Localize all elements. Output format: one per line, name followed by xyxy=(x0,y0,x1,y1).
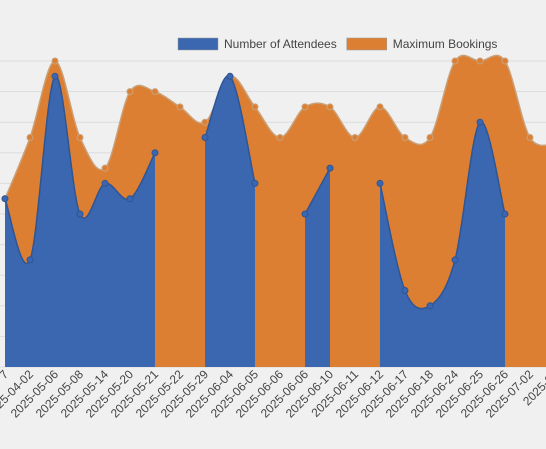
area-fill xyxy=(205,75,255,367)
legend-label: Maximum Bookings xyxy=(393,37,498,51)
point xyxy=(251,179,259,187)
point xyxy=(501,210,509,218)
point xyxy=(501,57,509,65)
point xyxy=(476,57,484,65)
point xyxy=(326,103,334,111)
point xyxy=(401,134,409,141)
point xyxy=(51,72,59,80)
point xyxy=(26,134,34,141)
legend-item: Maximum Bookings xyxy=(346,37,498,51)
point xyxy=(476,118,484,126)
point xyxy=(151,149,159,157)
point xyxy=(51,57,59,65)
point xyxy=(126,88,134,96)
point xyxy=(76,210,84,218)
x-tick-label: 7 xyxy=(0,367,11,382)
point xyxy=(426,134,434,141)
point xyxy=(276,134,284,141)
point xyxy=(451,256,459,264)
legend-label: Number of Attendees xyxy=(224,37,337,51)
point xyxy=(76,134,84,141)
legend-item: Number of Attendees xyxy=(177,37,337,51)
point xyxy=(1,195,9,203)
legend-swatch xyxy=(177,37,219,51)
point xyxy=(526,134,534,141)
area-fill xyxy=(305,168,330,367)
point xyxy=(101,179,109,187)
point xyxy=(301,103,309,111)
area-fill xyxy=(5,75,155,367)
area-line xyxy=(379,121,506,310)
point xyxy=(201,134,209,141)
point xyxy=(451,57,459,65)
point xyxy=(176,103,184,111)
legend-swatch xyxy=(346,37,387,51)
point xyxy=(251,103,259,111)
point xyxy=(351,134,359,141)
point xyxy=(376,179,384,187)
point xyxy=(426,302,434,310)
point xyxy=(151,88,159,96)
point xyxy=(201,118,209,126)
point xyxy=(26,256,34,264)
point xyxy=(301,210,309,218)
point xyxy=(326,164,334,172)
point xyxy=(226,72,234,80)
point xyxy=(101,164,109,172)
point xyxy=(401,287,409,294)
point xyxy=(376,103,384,111)
point xyxy=(126,195,134,203)
area-fill xyxy=(380,121,505,367)
